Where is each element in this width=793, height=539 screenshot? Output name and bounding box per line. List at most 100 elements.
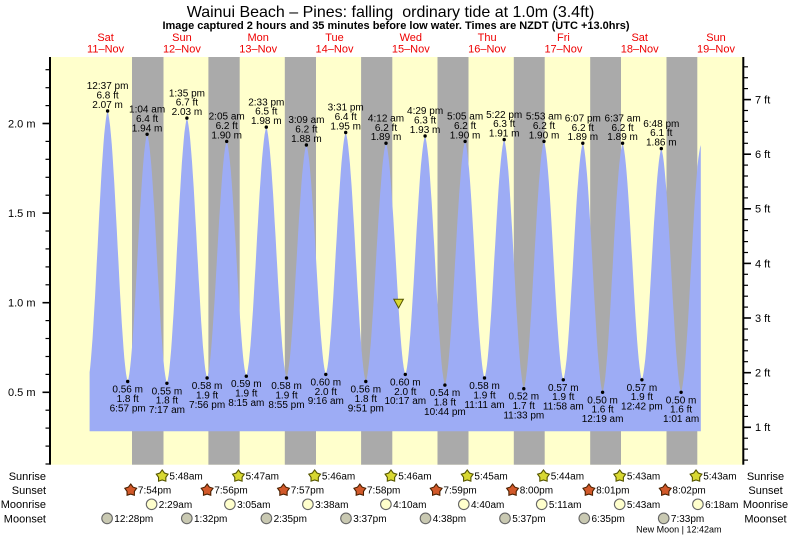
svg-text:1.90 m: 1.90 m — [529, 130, 560, 141]
svg-text:1.8 ft: 1.8 ft — [156, 396, 178, 407]
svg-text:2.0 ft: 2.0 ft — [315, 387, 337, 398]
svg-text:18–Nov: 18–Nov — [621, 43, 659, 55]
svg-text:6.5 ft: 6.5 ft — [255, 107, 277, 118]
svg-text:Sat: Sat — [97, 32, 114, 44]
svg-text:5:43am: 5:43am — [703, 472, 736, 483]
svg-text:1:32pm: 1:32pm — [194, 514, 227, 525]
svg-text:1.6 ft: 1.6 ft — [591, 405, 613, 416]
svg-text:6.3 ft: 6.3 ft — [414, 116, 436, 127]
svg-text:6.2 ft: 6.2 ft — [533, 121, 555, 132]
svg-text:Fri: Fri — [557, 32, 570, 44]
svg-text:1.90 m: 1.90 m — [211, 130, 242, 141]
svg-text:New Moon | 12:42am: New Moon | 12:42am — [636, 525, 721, 535]
svg-text:5:22 pm: 5:22 pm — [486, 110, 522, 121]
svg-text:6:37 am: 6:37 am — [605, 113, 641, 124]
svg-text:5:53 am: 5:53 am — [526, 112, 562, 123]
svg-text:1.6 ft: 1.6 ft — [670, 405, 692, 416]
svg-text:1.88 m: 1.88 m — [291, 134, 322, 145]
svg-text:6.2 ft: 6.2 ft — [216, 121, 238, 132]
svg-text:4:38pm: 4:38pm — [433, 514, 466, 525]
svg-text:1.8 ft: 1.8 ft — [355, 394, 377, 405]
svg-text:2:05 am: 2:05 am — [209, 112, 245, 123]
svg-text:5:48am: 5:48am — [169, 472, 202, 483]
svg-text:7:54pm: 7:54pm — [138, 486, 171, 497]
svg-text:0.58 m: 0.58 m — [192, 381, 223, 392]
svg-text:Image captured 2 hours and 35: Image captured 2 hours and 35 minutes be… — [162, 20, 629, 32]
svg-text:1 ft: 1 ft — [755, 422, 770, 434]
svg-text:0.54 m: 0.54 m — [430, 388, 461, 399]
svg-text:12:37 pm: 12:37 pm — [87, 81, 129, 92]
svg-text:11:33 pm: 11:33 pm — [503, 411, 544, 422]
svg-text:1.9 ft: 1.9 ft — [473, 390, 495, 401]
svg-text:3:31 pm: 3:31 pm — [328, 103, 364, 114]
svg-text:6.2 ft: 6.2 ft — [572, 123, 594, 134]
svg-text:2:35pm: 2:35pm — [274, 514, 307, 525]
svg-text:3:09 am: 3:09 am — [288, 115, 324, 126]
svg-text:Tue: Tue — [325, 32, 344, 44]
svg-text:5:11am: 5:11am — [549, 500, 582, 511]
svg-text:0.60 m: 0.60 m — [311, 377, 342, 388]
svg-text:5:46am: 5:46am — [398, 472, 431, 483]
svg-text:1.9 ft: 1.9 ft — [552, 392, 574, 403]
svg-text:7:56 pm: 7:56 pm — [189, 400, 225, 411]
svg-text:1:35 pm: 1:35 pm — [169, 88, 205, 99]
svg-text:Thu: Thu — [478, 32, 497, 44]
svg-text:6.2 ft: 6.2 ft — [375, 123, 397, 134]
svg-text:16–Nov: 16–Nov — [468, 43, 506, 55]
svg-text:6 ft: 6 ft — [755, 149, 770, 161]
svg-text:1.9 ft: 1.9 ft — [235, 389, 257, 400]
svg-text:11–Nov: 11–Nov — [87, 43, 125, 55]
svg-text:11:58 am: 11:58 am — [543, 402, 584, 413]
svg-text:1.89 m: 1.89 m — [607, 132, 638, 143]
svg-text:2.07 m: 2.07 m — [92, 100, 123, 111]
svg-text:1.89 m: 1.89 m — [568, 132, 599, 143]
svg-text:4:12 am: 4:12 am — [368, 113, 404, 124]
svg-text:0.50 m: 0.50 m — [587, 395, 618, 406]
svg-text:Moonrise: Moonrise — [743, 499, 788, 511]
svg-text:2.0 m: 2.0 m — [8, 118, 36, 130]
svg-text:1.8 ft: 1.8 ft — [434, 398, 456, 409]
svg-text:17–Nov: 17–Nov — [544, 43, 582, 55]
svg-text:0.56 m: 0.56 m — [351, 385, 382, 396]
svg-text:9:16 am: 9:16 am — [308, 396, 344, 407]
svg-text:8:55 pm: 8:55 pm — [268, 400, 304, 411]
svg-text:5:45am: 5:45am — [474, 472, 507, 483]
svg-text:1.93 m: 1.93 m — [410, 125, 441, 136]
svg-text:3:37pm: 3:37pm — [353, 514, 386, 525]
svg-text:Wed: Wed — [400, 32, 422, 44]
svg-text:2.0 ft: 2.0 ft — [394, 387, 416, 398]
svg-text:Moonset: Moonset — [744, 513, 786, 525]
svg-text:0.56 m: 0.56 m — [112, 385, 143, 396]
svg-text:6.2 ft: 6.2 ft — [295, 125, 317, 136]
svg-text:6:35pm: 6:35pm — [592, 514, 625, 525]
svg-text:0.57 m: 0.57 m — [548, 383, 579, 394]
svg-text:1.91 m: 1.91 m — [489, 129, 520, 140]
svg-text:3:05am: 3:05am — [237, 500, 270, 511]
svg-text:10:44 pm: 10:44 pm — [424, 407, 466, 418]
svg-text:Wainui Beach – Pines: falling: Wainui Beach – Pines: falling ordinary t… — [187, 4, 595, 21]
svg-text:6.1 ft: 6.1 ft — [650, 128, 672, 139]
svg-text:5:46am: 5:46am — [322, 472, 355, 483]
svg-text:1.98 m: 1.98 m — [251, 116, 282, 127]
svg-text:8:01pm: 8:01pm — [596, 486, 629, 497]
svg-text:1.9 ft: 1.9 ft — [196, 390, 218, 401]
svg-text:1.7 ft: 1.7 ft — [513, 401, 535, 412]
svg-text:2 ft: 2 ft — [755, 368, 770, 380]
svg-text:1.90 m: 1.90 m — [450, 130, 481, 141]
svg-text:6.2 ft: 6.2 ft — [454, 121, 476, 132]
svg-text:Sat: Sat — [631, 32, 648, 44]
svg-text:Moonset: Moonset — [4, 513, 46, 525]
svg-text:1.9 ft: 1.9 ft — [275, 390, 297, 401]
svg-text:14–Nov: 14–Nov — [316, 43, 354, 55]
svg-text:0.59 m: 0.59 m — [231, 379, 262, 390]
svg-text:6.4 ft: 6.4 ft — [136, 114, 158, 125]
svg-text:Sunrise: Sunrise — [9, 471, 46, 483]
svg-text:6.4 ft: 6.4 ft — [335, 112, 357, 123]
svg-text:5:47am: 5:47am — [246, 472, 279, 483]
svg-text:19–Nov: 19–Nov — [697, 43, 735, 55]
svg-text:5:05 am: 5:05 am — [447, 112, 483, 123]
svg-text:4:10am: 4:10am — [393, 500, 426, 511]
svg-text:Sunset: Sunset — [748, 485, 782, 497]
svg-text:7:17 am: 7:17 am — [149, 405, 185, 416]
svg-text:6.8 ft: 6.8 ft — [96, 91, 118, 102]
